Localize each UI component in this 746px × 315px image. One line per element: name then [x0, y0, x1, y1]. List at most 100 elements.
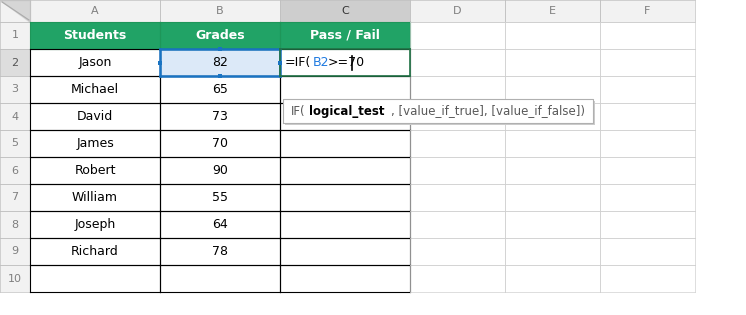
Bar — [0, 211, 30, 238]
Bar — [280, 130, 410, 157]
Bar — [160, 130, 280, 157]
Bar — [600, 49, 695, 76]
Bar — [505, 211, 600, 238]
Text: Jason: Jason — [78, 56, 112, 69]
Text: B2: B2 — [313, 56, 330, 69]
Bar — [410, 238, 505, 265]
Bar — [410, 211, 505, 238]
Bar — [410, 130, 505, 157]
Bar — [600, 130, 695, 157]
Text: 3: 3 — [11, 84, 19, 94]
Bar — [280, 238, 410, 265]
Bar — [158, 60, 162, 65]
Bar — [410, 157, 505, 184]
Text: , [value_if_true], [value_if_false]): , [value_if_true], [value_if_false]) — [391, 105, 585, 117]
Bar — [600, 265, 695, 292]
Bar — [160, 211, 280, 238]
Text: 5: 5 — [11, 139, 19, 148]
Text: D: D — [454, 6, 462, 16]
Bar — [0, 157, 30, 184]
Bar — [160, 49, 280, 76]
Bar — [410, 265, 505, 292]
Bar — [280, 76, 410, 103]
Bar — [600, 211, 695, 238]
Text: 82: 82 — [212, 56, 228, 69]
Text: 64: 64 — [212, 218, 228, 231]
Bar — [410, 49, 505, 76]
Text: B: B — [216, 6, 224, 16]
Bar — [218, 74, 222, 78]
Text: Pass / Fail: Pass / Fail — [310, 29, 380, 42]
Bar — [410, 22, 505, 49]
Bar — [505, 76, 600, 103]
Text: 8: 8 — [11, 220, 19, 230]
Bar — [30, 184, 160, 211]
Text: >=70: >=70 — [328, 56, 365, 69]
Bar — [505, 22, 600, 49]
Text: Grades: Grades — [195, 29, 245, 42]
Bar — [600, 103, 695, 130]
Bar — [0, 238, 30, 265]
Bar — [0, 184, 30, 211]
Bar — [160, 22, 280, 49]
Text: Michael: Michael — [71, 83, 119, 96]
Bar — [160, 0, 280, 22]
Bar — [600, 157, 695, 184]
Bar — [280, 184, 410, 211]
Text: Richard: Richard — [71, 245, 119, 258]
Bar — [160, 265, 280, 292]
Text: David: David — [77, 110, 113, 123]
Bar — [505, 265, 600, 292]
Text: IF(: IF( — [291, 105, 306, 117]
Text: 65: 65 — [212, 83, 228, 96]
Text: 73: 73 — [212, 110, 228, 123]
Bar — [505, 238, 600, 265]
Bar — [30, 157, 160, 184]
Bar — [0, 49, 30, 76]
Bar — [280, 49, 410, 76]
Text: James: James — [76, 137, 114, 150]
Text: 78: 78 — [212, 245, 228, 258]
Bar — [30, 238, 160, 265]
Bar — [505, 130, 600, 157]
Bar — [30, 103, 160, 130]
Bar — [283, 99, 593, 123]
Text: 7: 7 — [11, 192, 19, 203]
Bar — [0, 22, 30, 49]
Bar — [505, 184, 600, 211]
Text: Joseph: Joseph — [75, 218, 116, 231]
Text: 6: 6 — [11, 165, 19, 175]
Bar — [218, 47, 222, 51]
Bar — [278, 60, 282, 65]
Text: 1: 1 — [11, 31, 19, 41]
Text: 55: 55 — [212, 191, 228, 204]
Text: 70: 70 — [212, 137, 228, 150]
Bar — [280, 0, 410, 22]
Bar — [505, 157, 600, 184]
Bar — [30, 49, 160, 76]
Bar — [0, 103, 30, 130]
Bar — [30, 130, 160, 157]
Text: F: F — [645, 6, 651, 16]
Bar — [30, 0, 160, 22]
Bar — [160, 157, 280, 184]
Bar — [30, 211, 160, 238]
Bar — [410, 184, 505, 211]
Bar — [0, 76, 30, 103]
Bar — [410, 0, 505, 22]
Text: 9: 9 — [11, 247, 19, 256]
Bar — [600, 22, 695, 49]
Bar — [285, 101, 595, 125]
Bar — [160, 76, 280, 103]
Text: A: A — [91, 6, 98, 16]
Bar — [280, 157, 410, 184]
Bar — [0, 0, 30, 22]
Text: 4: 4 — [11, 112, 19, 122]
Text: Robert: Robert — [75, 164, 116, 177]
Bar — [0, 130, 30, 157]
Bar — [505, 103, 600, 130]
Bar — [280, 211, 410, 238]
Text: Students: Students — [63, 29, 127, 42]
Text: =IF(: =IF( — [285, 56, 311, 69]
Bar — [160, 103, 280, 130]
